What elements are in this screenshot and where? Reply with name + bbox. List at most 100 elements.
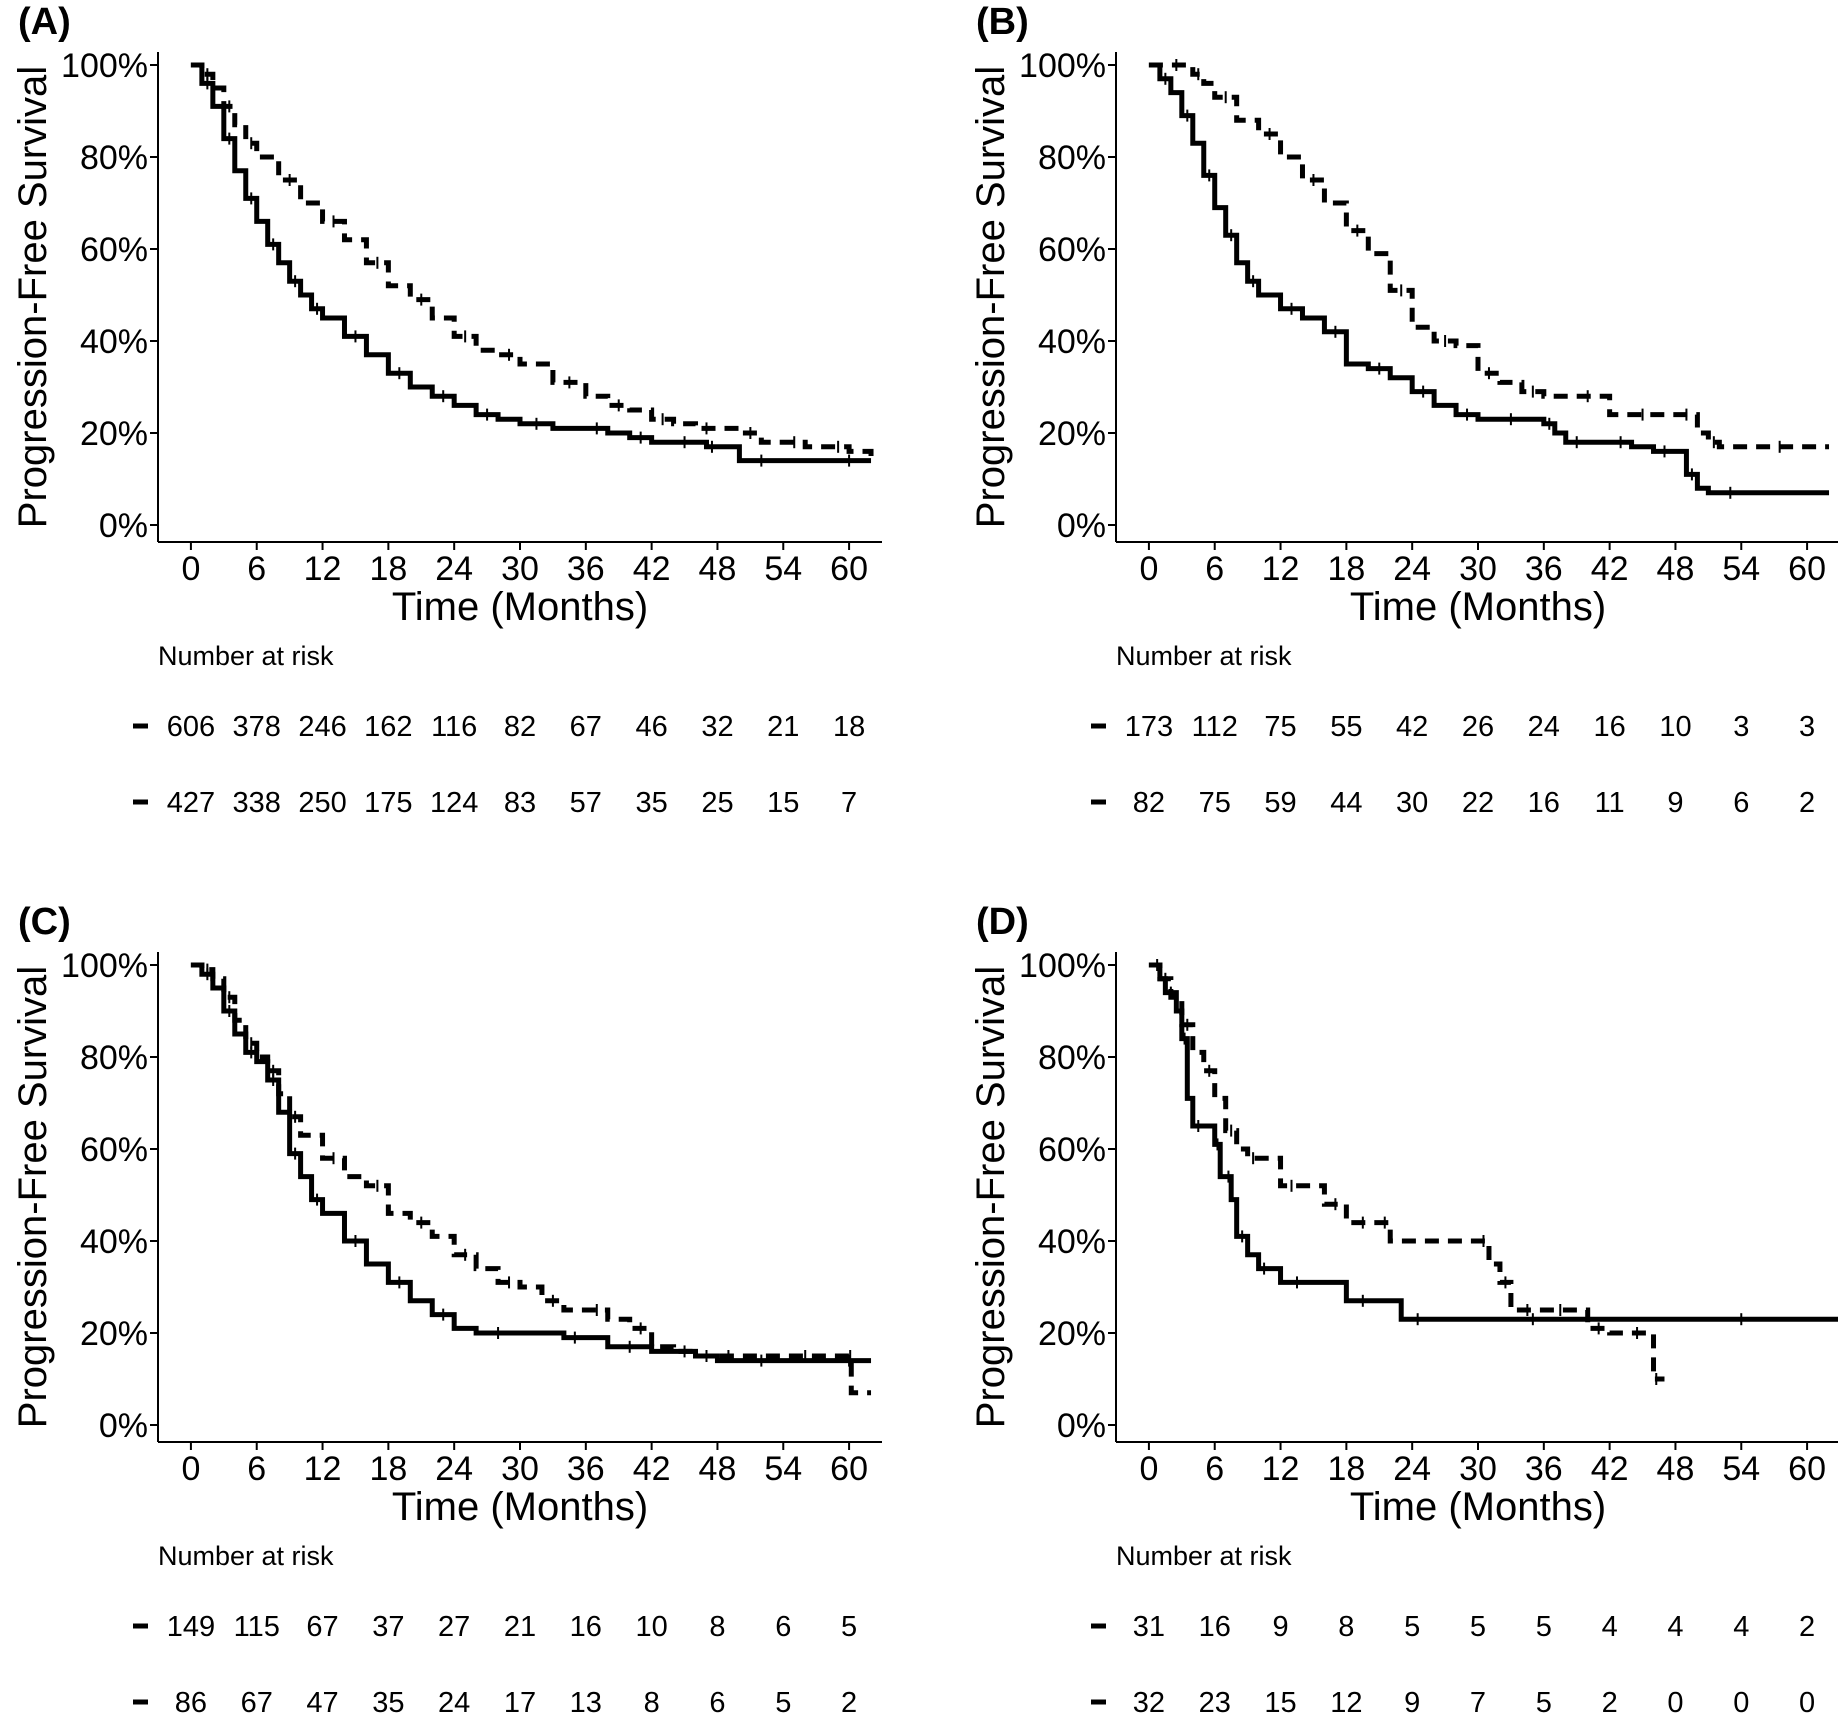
risk-count: 8: [709, 1611, 725, 1643]
risk-count: 10: [636, 1611, 668, 1643]
y-axis-title: Progression-Free Survival: [11, 66, 55, 528]
y-tick-label: 60%: [1038, 1131, 1106, 1169]
x-tick-label: 30: [1459, 1450, 1497, 1488]
risk-count: 9: [1272, 1611, 1288, 1643]
risk-count: 46: [636, 711, 668, 743]
y-tick-label: 80%: [1038, 139, 1106, 177]
risk-count: 0: [1733, 1687, 1749, 1713]
risk-count: 606: [167, 711, 215, 743]
risk-count: 7: [1470, 1687, 1486, 1713]
risk-count: 427: [167, 787, 215, 819]
risk-count: 32: [701, 711, 733, 743]
risk-count: 250: [298, 787, 346, 819]
y-tick-label: 40%: [80, 323, 148, 361]
risk-table-title: Number at risk: [1116, 1541, 1292, 1571]
y-tick-label: 100%: [61, 947, 148, 985]
panel-label: (C): [18, 901, 71, 943]
y-tick-label: 100%: [61, 47, 148, 85]
risk-count: 12: [1330, 1687, 1362, 1713]
risk-count: 16: [570, 1611, 602, 1643]
x-tick-label: 18: [1327, 1450, 1365, 1488]
risk-count: 67: [241, 1687, 273, 1713]
risk-table-title: Number at risk: [158, 1541, 334, 1571]
y-axis-title: Progression-Free Survival: [969, 966, 1013, 1428]
risk-count: 5: [1536, 1611, 1552, 1643]
risk-count: 32: [1133, 1687, 1165, 1713]
risk-count: 162: [364, 711, 412, 743]
x-tick-label: 36: [567, 1450, 605, 1488]
x-tick-label: 54: [1722, 550, 1760, 588]
risk-count: 82: [504, 711, 536, 743]
risk-count: 246: [298, 711, 346, 743]
chart-panel-3: (C) 0% 20% 40% 60% 80% 100% 0 6 12 18 24 30 36 42 48 54 6…: [11, 901, 882, 1713]
risk-count: 175: [364, 787, 412, 819]
y-tick-label: 20%: [1038, 1315, 1106, 1353]
risk-count: 5: [1404, 1611, 1420, 1643]
risk-count: 75: [1199, 787, 1231, 819]
x-tick-label: 60: [830, 1450, 868, 1488]
x-tick-label: 60: [830, 550, 868, 588]
risk-count: 112: [1192, 711, 1238, 743]
y-tick-label: 0%: [99, 1407, 148, 1445]
risk-count: 173: [1125, 711, 1173, 743]
y-tick-label: 40%: [1038, 1223, 1106, 1261]
x-tick-label: 6: [1205, 550, 1224, 588]
risk-count: 26: [1462, 711, 1494, 743]
y-tick-label: 20%: [80, 415, 148, 453]
x-tick-label: 30: [501, 550, 539, 588]
risk-table-title: Number at risk: [158, 641, 334, 671]
risk-count: 6: [709, 1687, 725, 1713]
risk-count: 21: [504, 1611, 536, 1643]
risk-count: 115: [234, 1611, 280, 1643]
x-axis-title: Time (Months): [1350, 585, 1606, 629]
y-axis-title: Progression-Free Survival: [11, 966, 55, 1428]
chart-panel-4: (D)0%20%40%60%80%100%0 6 12 18 24 30 36 42 48 54 6…: [969, 901, 1838, 1713]
x-tick-label: 0: [1139, 1450, 1158, 1488]
x-tick-label: 12: [1262, 1450, 1300, 1488]
km-curve-series-1: [190, 962, 872, 1364]
x-tick-label: 6: [247, 550, 266, 588]
risk-count: 67: [306, 1611, 338, 1643]
risk-count: 59: [1264, 787, 1296, 819]
x-axis-title: Time (Months): [392, 585, 648, 629]
risk-count: 6: [1733, 787, 1749, 819]
risk-count: 67: [570, 711, 602, 743]
x-tick-label: 48: [699, 1450, 737, 1488]
risk-count: 378: [233, 711, 281, 743]
risk-count: 124: [430, 787, 478, 819]
x-tick-label: 48: [1657, 1450, 1695, 1488]
risk-count: 9: [1404, 1687, 1420, 1713]
risk-count: 35: [372, 1687, 404, 1713]
risk-count: 55: [1330, 711, 1362, 743]
risk-count: 47: [306, 1687, 338, 1713]
x-tick-label: 42: [633, 550, 671, 588]
risk-count: 44: [1330, 787, 1362, 819]
y-tick-label: 20%: [80, 1315, 148, 1353]
risk-count: 30: [1396, 787, 1428, 819]
risk-count: 116: [431, 711, 477, 743]
x-tick-label: 36: [1525, 550, 1563, 588]
km-curve-series-2: [1148, 962, 1665, 1382]
x-tick-label: 42: [1591, 550, 1629, 588]
risk-count: 15: [1264, 1687, 1296, 1713]
risk-count: 0: [1667, 1687, 1683, 1713]
risk-count: 27: [438, 1611, 470, 1643]
risk-count: 5: [841, 1611, 857, 1643]
y-tick-label: 60%: [1038, 231, 1106, 269]
y-tick-label: 0%: [1057, 507, 1106, 545]
risk-count: 0: [1799, 1687, 1815, 1713]
risk-count: 5: [1536, 1687, 1552, 1713]
risk-count: 338: [233, 787, 281, 819]
y-tick-label: 0%: [1057, 1407, 1106, 1445]
y-tick-label: 40%: [80, 1223, 148, 1261]
panel-label: (B): [976, 1, 1029, 43]
x-tick-label: 6: [1205, 1450, 1224, 1488]
x-tick-label: 18: [1327, 550, 1365, 588]
risk-count: 149: [167, 1611, 215, 1643]
y-tick-label: 100%: [1019, 47, 1106, 85]
risk-count: 57: [570, 787, 602, 819]
x-tick-label: 60: [1788, 1450, 1826, 1488]
risk-table-title: Number at risk: [1116, 641, 1292, 671]
x-tick-label: 0: [181, 1450, 200, 1488]
